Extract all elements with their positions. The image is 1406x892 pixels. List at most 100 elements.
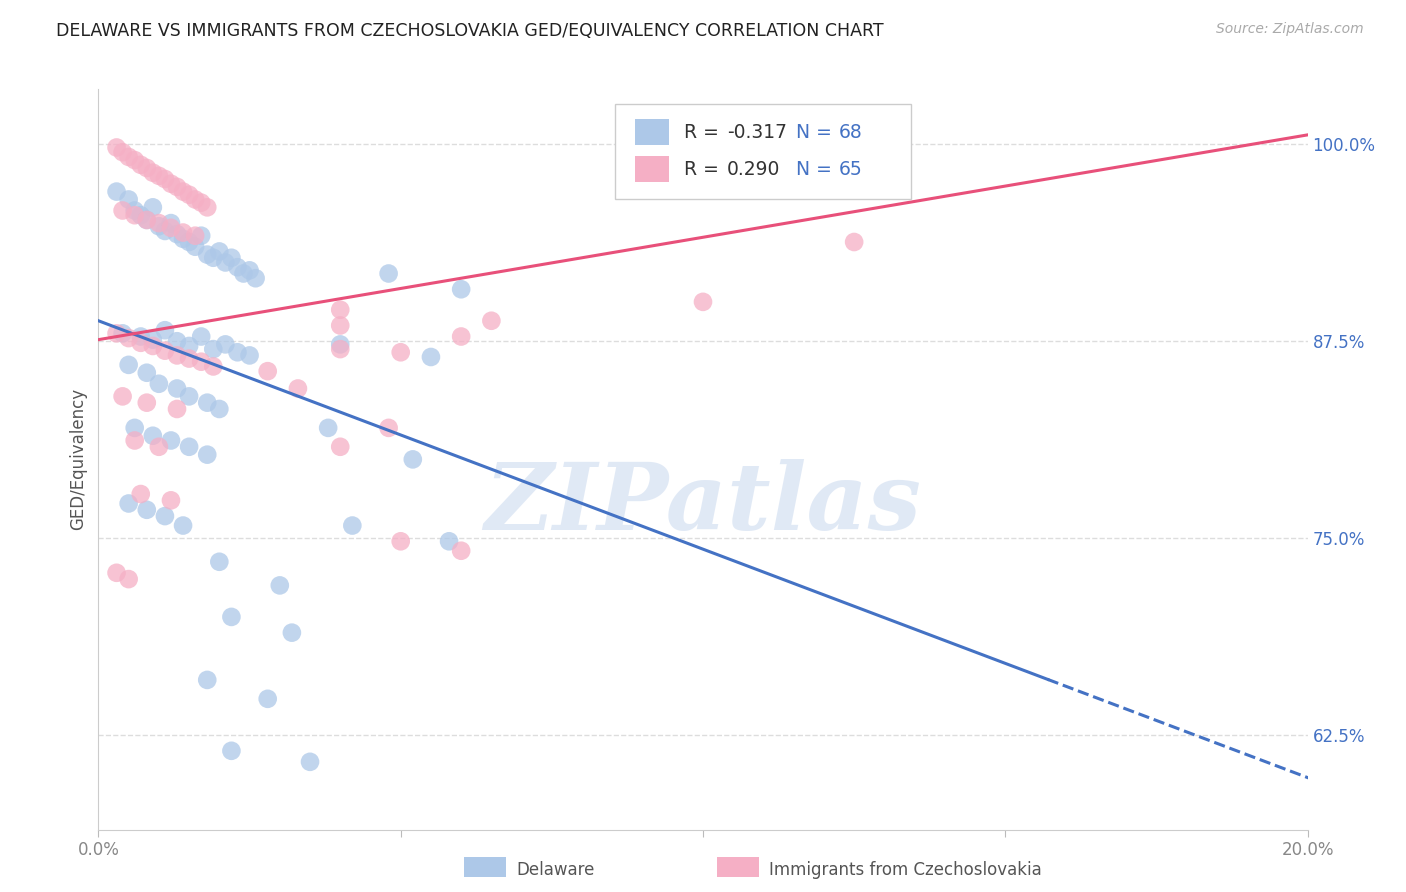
Point	[281, 625, 304, 640]
Point	[179, 440, 201, 454]
Point	[166, 179, 188, 194]
Point	[232, 267, 254, 281]
Point	[195, 395, 218, 409]
Point	[437, 534, 460, 549]
Point	[377, 421, 399, 435]
Point	[221, 251, 243, 265]
Point	[129, 487, 152, 501]
Text: Delaware: Delaware	[516, 861, 595, 879]
Point	[129, 208, 152, 222]
Point	[124, 434, 146, 448]
Point	[166, 348, 188, 362]
Point	[153, 323, 176, 337]
Point	[239, 348, 262, 362]
Point	[148, 440, 170, 454]
Point	[190, 355, 212, 369]
Point	[329, 302, 352, 317]
Point	[450, 543, 472, 558]
Point	[214, 255, 236, 269]
Text: 0.290: 0.290	[727, 160, 780, 178]
Point	[135, 213, 157, 227]
Point	[118, 193, 141, 207]
Point	[179, 389, 201, 403]
Text: N =: N =	[796, 160, 838, 178]
Text: DELAWARE VS IMMIGRANTS FROM CZECHOSLOVAKIA GED/EQUIVALENCY CORRELATION CHART: DELAWARE VS IMMIGRANTS FROM CZECHOSLOVAK…	[56, 22, 884, 40]
Point	[844, 235, 866, 249]
Point	[142, 166, 165, 180]
Point	[299, 755, 322, 769]
Text: 65: 65	[838, 160, 862, 178]
Point	[329, 318, 352, 333]
Point	[135, 366, 157, 380]
Point	[129, 158, 152, 172]
Point	[208, 555, 231, 569]
Point	[179, 187, 201, 202]
Point	[129, 329, 152, 343]
Point	[142, 333, 165, 347]
Text: R =: R =	[683, 160, 724, 178]
Point	[160, 177, 183, 191]
Point	[160, 493, 183, 508]
Point	[135, 503, 157, 517]
Point	[214, 337, 236, 351]
Point	[287, 382, 309, 396]
Text: ZIPatlas: ZIPatlas	[485, 458, 921, 549]
Point	[184, 228, 207, 243]
FancyBboxPatch shape	[614, 104, 911, 199]
Point	[118, 496, 141, 510]
Point	[172, 185, 194, 199]
Point	[179, 351, 201, 366]
Point	[481, 314, 503, 328]
Point	[135, 395, 157, 409]
Point	[184, 193, 207, 207]
Point	[190, 195, 212, 210]
Point	[111, 203, 134, 218]
Point	[195, 200, 218, 214]
Point	[129, 335, 152, 350]
Point	[184, 240, 207, 254]
Point	[256, 691, 278, 706]
Point	[166, 401, 188, 416]
Point	[221, 610, 243, 624]
Point	[172, 226, 194, 240]
Point	[221, 744, 243, 758]
Bar	[636, 156, 669, 182]
Point	[148, 219, 170, 234]
Point	[195, 247, 218, 261]
Point	[239, 263, 262, 277]
Point	[256, 364, 278, 378]
Point	[402, 452, 425, 467]
Point	[166, 334, 188, 349]
Point	[118, 331, 141, 345]
Point	[118, 572, 141, 586]
Point	[142, 339, 165, 353]
Point	[450, 329, 472, 343]
Point	[377, 267, 399, 281]
Point	[160, 220, 183, 235]
Point	[135, 213, 157, 227]
Point	[153, 343, 176, 358]
Point	[142, 200, 165, 214]
Bar	[636, 119, 669, 145]
Point	[160, 434, 183, 448]
Point	[195, 673, 218, 687]
Point	[389, 534, 412, 549]
Point	[329, 337, 352, 351]
Point	[118, 150, 141, 164]
Point	[450, 282, 472, 296]
Text: Immigrants from Czechoslovakia: Immigrants from Czechoslovakia	[769, 861, 1042, 879]
Point	[148, 216, 170, 230]
Point	[692, 294, 714, 309]
Point	[179, 235, 201, 249]
Point	[420, 350, 443, 364]
Point	[172, 232, 194, 246]
Point	[105, 326, 128, 341]
Text: -0.317: -0.317	[727, 122, 787, 142]
Text: N =: N =	[796, 122, 838, 142]
Point	[105, 140, 128, 154]
Point	[208, 244, 231, 259]
Point	[148, 376, 170, 391]
Point	[179, 339, 201, 353]
Text: R =: R =	[683, 122, 724, 142]
Point	[389, 345, 412, 359]
